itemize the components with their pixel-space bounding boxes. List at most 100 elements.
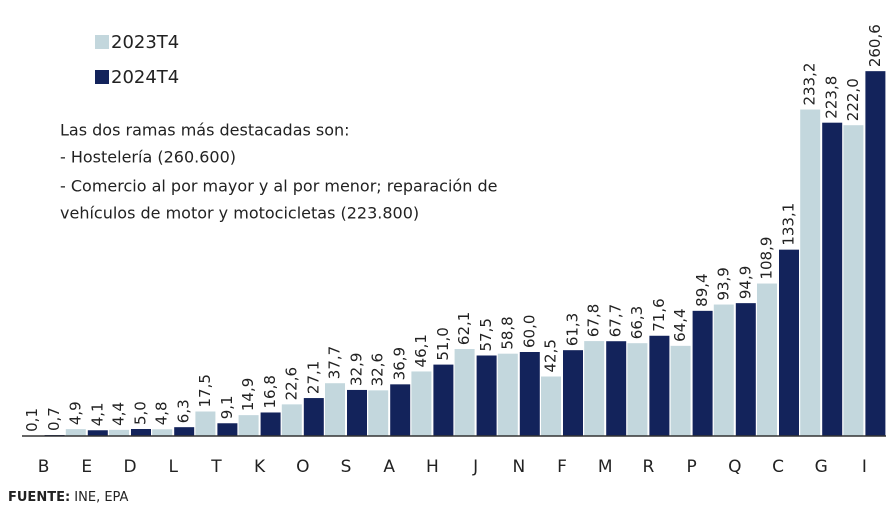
- value-label: 16,8: [261, 375, 279, 408]
- value-label: 89,4: [693, 273, 711, 306]
- x-tick-label: R: [642, 457, 654, 477]
- annotation: vehículos de motor y motocicletas (223.8…: [60, 204, 419, 223]
- value-label: 57,5: [477, 318, 495, 351]
- bar: [368, 390, 389, 436]
- annotation: - Comercio al por mayor y al por menor; …: [60, 177, 497, 196]
- x-tick-label: L: [168, 457, 178, 477]
- value-label: 37,7: [326, 346, 344, 379]
- bar: [195, 411, 216, 436]
- bar: [865, 71, 886, 436]
- value-label: 4,1: [88, 402, 106, 426]
- value-label: 6,3: [175, 399, 193, 423]
- bar: [670, 345, 691, 436]
- bar: [606, 341, 627, 436]
- x-tick-label: P: [686, 457, 696, 477]
- legend-swatch: [95, 35, 109, 49]
- value-label: 5,0: [132, 401, 150, 425]
- value-label: 67,8: [585, 304, 603, 337]
- x-tick-label: O: [296, 457, 309, 477]
- annotation: - Hostelería (260.600): [60, 148, 236, 167]
- x-tick-label: N: [512, 457, 525, 477]
- value-label: 66,3: [628, 306, 646, 339]
- bar: [109, 429, 129, 436]
- bar: [390, 384, 411, 436]
- bar: [779, 249, 799, 436]
- bar: [735, 303, 756, 436]
- value-label: 4,8: [153, 401, 171, 425]
- bar: [519, 352, 540, 436]
- bar: [843, 125, 864, 436]
- bar: [411, 371, 432, 436]
- x-tick-label: A: [383, 457, 395, 477]
- value-label: 51,0: [434, 327, 452, 360]
- value-label: 42,5: [542, 339, 560, 372]
- bar: [87, 430, 108, 436]
- bar: [347, 389, 367, 436]
- bar: [649, 335, 670, 436]
- value-label: 22,6: [282, 367, 300, 400]
- bar: [152, 429, 173, 436]
- bar: [497, 353, 518, 436]
- legend-label: 2023T4: [111, 32, 179, 53]
- bar: [174, 427, 195, 436]
- value-label: 14,9: [239, 378, 257, 411]
- x-tick-label: C: [772, 457, 784, 477]
- value-label: 4,4: [110, 402, 128, 426]
- bar: [563, 350, 583, 436]
- value-label: 223,8: [823, 76, 841, 119]
- x-tick-label: D: [123, 457, 136, 477]
- source: FUENTE: INE, EPA: [8, 490, 129, 505]
- bar: [822, 122, 843, 437]
- bar: [325, 383, 345, 436]
- bar: [260, 412, 281, 436]
- bar: [131, 429, 151, 436]
- bar: [476, 355, 497, 436]
- x-tick-label: H: [426, 457, 439, 477]
- value-label: 108,9: [758, 237, 776, 280]
- bar: [541, 376, 561, 436]
- bar: [627, 343, 648, 436]
- value-label: 32,9: [348, 353, 366, 386]
- value-label: 58,8: [498, 316, 516, 349]
- value-label: 94,9: [736, 266, 754, 299]
- source-label: FUENTE:: [8, 490, 70, 505]
- x-tick-label: F: [557, 457, 567, 477]
- bar: [303, 398, 324, 436]
- value-label: 60,0: [520, 315, 538, 348]
- x-tick-label: S: [341, 457, 352, 477]
- x-tick-label: T: [210, 457, 222, 477]
- annotation: Las dos ramas más destacadas son:: [60, 121, 350, 140]
- value-label: 93,9: [714, 267, 732, 300]
- x-tick-label: Q: [728, 457, 741, 477]
- legend-label: 2024T4: [111, 67, 179, 88]
- x-tick-label: K: [254, 457, 266, 477]
- value-label: 61,3: [564, 313, 582, 346]
- bar: [217, 423, 238, 436]
- value-label: 71,6: [650, 298, 668, 331]
- x-tick-label: G: [815, 457, 828, 477]
- value-label: 62,1: [455, 312, 473, 345]
- bar: [454, 349, 475, 436]
- value-label: 0,1: [23, 408, 41, 432]
- value-label: 9,1: [218, 395, 236, 419]
- value-label: 46,1: [412, 334, 430, 367]
- value-label: 64,4: [671, 308, 689, 341]
- x-tick-label: I: [862, 457, 867, 477]
- bar: [584, 341, 605, 436]
- value-label: 4,9: [66, 401, 84, 425]
- bar: [800, 109, 821, 437]
- bar: [238, 415, 259, 436]
- bar: [433, 364, 454, 436]
- x-tick-label: J: [472, 457, 478, 477]
- value-label: 260,6: [866, 24, 884, 67]
- value-label: 233,2: [801, 63, 819, 106]
- x-tick-label: B: [38, 457, 50, 477]
- value-label: 32,6: [369, 353, 387, 386]
- x-tick-label: M: [598, 457, 613, 477]
- value-label: 17,5: [196, 374, 214, 407]
- value-label: 67,7: [607, 304, 625, 337]
- bar: [713, 304, 734, 436]
- value-label: 27,1: [304, 361, 322, 394]
- bar: [65, 429, 86, 436]
